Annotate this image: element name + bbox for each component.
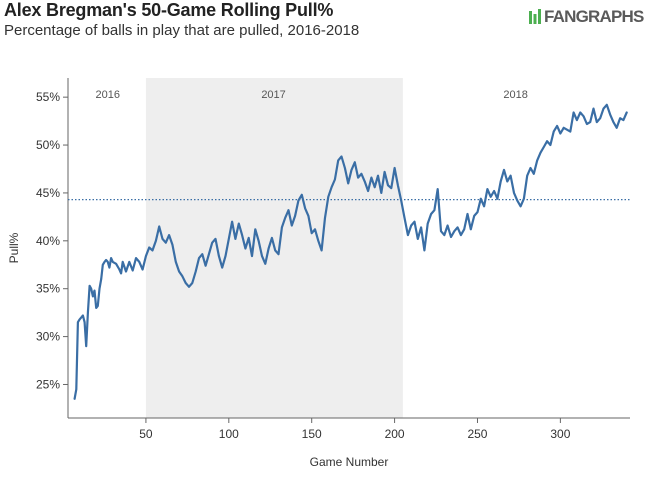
fangraphs-logo: FANGRAPHS bbox=[528, 6, 644, 28]
y-tick-label: 50% bbox=[36, 138, 60, 152]
x-tick-label: 150 bbox=[302, 427, 322, 441]
y-tick-label: 25% bbox=[36, 377, 60, 391]
x-tick-label: 200 bbox=[385, 427, 405, 441]
series-line-rolling-pull-pct bbox=[73, 103, 628, 400]
x-tick-label: 250 bbox=[467, 427, 487, 441]
chart-subtitle: Percentage of balls in play that are pul… bbox=[4, 22, 360, 39]
y-axis-label: Pull% bbox=[7, 232, 21, 263]
fangraphs-logo-text: FANGRAPHS bbox=[544, 7, 644, 26]
x-axis-label: Game Number bbox=[310, 455, 389, 469]
chart-title: Alex Bregman's 50-Game Rolling Pull% bbox=[4, 0, 334, 20]
y-tick-label: 30% bbox=[36, 330, 60, 344]
x-tick-label: 100 bbox=[219, 427, 239, 441]
x-tick-label: 300 bbox=[550, 427, 570, 441]
fangraphs-logo-icon bbox=[529, 9, 541, 24]
y-tick-label: 35% bbox=[36, 282, 60, 296]
season-label-2016: 2016 bbox=[96, 89, 120, 101]
season-label-2018: 2018 bbox=[503, 89, 527, 101]
y-tick-label: 45% bbox=[36, 186, 60, 200]
x-tick-label: 50 bbox=[139, 427, 153, 441]
y-tick-label: 55% bbox=[36, 90, 60, 104]
y-tick-label: 40% bbox=[36, 234, 60, 248]
season-label-2017: 2017 bbox=[261, 89, 285, 101]
